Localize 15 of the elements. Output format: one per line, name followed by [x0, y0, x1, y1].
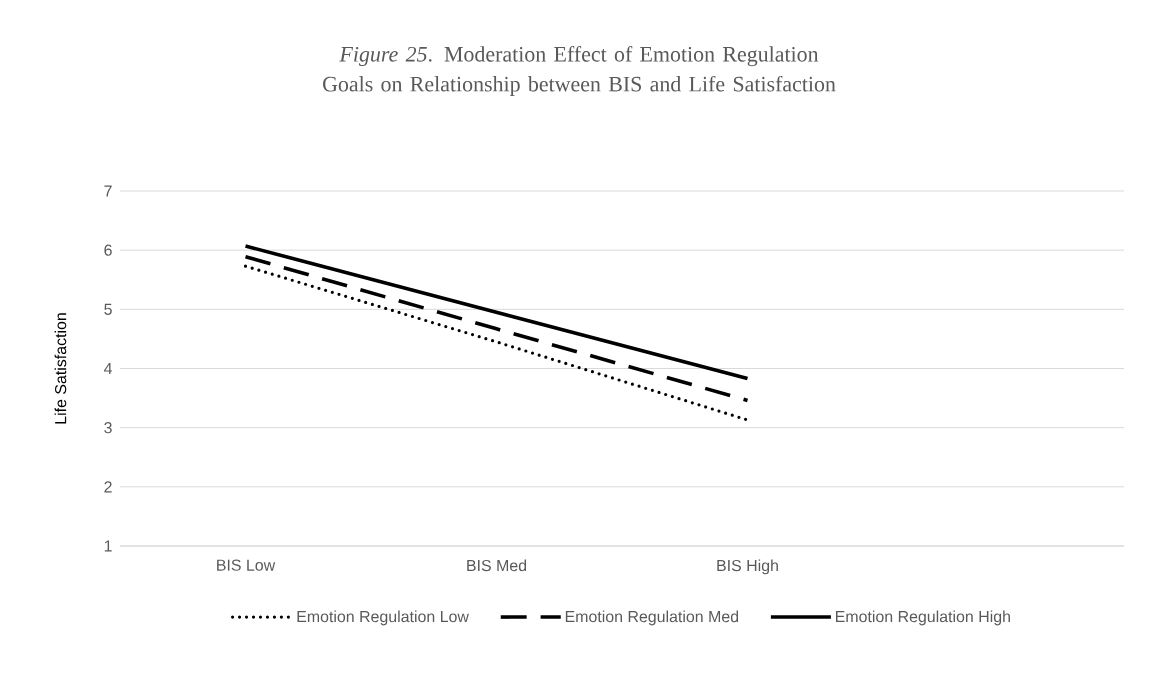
y-tick-label: 7 — [104, 185, 112, 197]
y-tick-label: 2 — [104, 481, 112, 493]
x-tick-label: BIS Low — [217, 559, 276, 571]
y-tick-label: 6 — [104, 244, 112, 256]
legend-label: Emotion Regulation High — [836, 610, 1010, 626]
y-tick-label: 1 — [104, 540, 112, 552]
legend-label: Emotion Regulation Med — [565, 610, 739, 626]
x-tick-label: BIS Med — [467, 559, 527, 572]
y-tick-label: 5 — [104, 303, 112, 315]
y-tick-label: 3 — [104, 422, 112, 434]
x-tick-label: BIS High — [717, 559, 778, 575]
legend-label: Emotion Regulation Low — [297, 610, 469, 626]
chart-title: Figure 25. Moderation Effect of Emotion Regulation Goals on Relationship between BIS and Life Satisfaction — [323, 45, 836, 96]
y-tick-label: 4 — [103, 363, 113, 374]
y-axis-title: Life Satisfaction — [54, 313, 67, 424]
